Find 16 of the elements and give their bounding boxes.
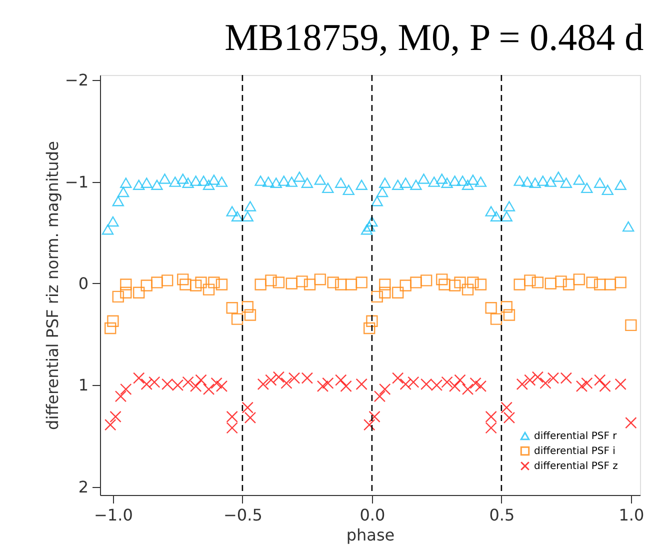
x-tick-label: −1.0 — [94, 506, 133, 524]
x-tick-label: 0.5 — [489, 506, 515, 524]
y-tick-label: −1 — [64, 172, 88, 192]
x-tick-label: −0.5 — [224, 506, 262, 524]
legend-label: differential PSF z — [534, 461, 618, 472]
x-axis-title: phase — [346, 526, 395, 544]
y-axis-title: differential PSF riz norm. magnitude — [42, 141, 62, 430]
y-tick-label: 1 — [78, 376, 88, 395]
x-tick-label: 0.0 — [360, 506, 386, 524]
y-tick-label: 2 — [78, 477, 88, 496]
legend-label: differential PSF r — [534, 431, 618, 442]
legend-label: differential PSF i — [534, 446, 616, 457]
y-tick-label: −2 — [64, 70, 88, 90]
y-tick-label: 0 — [78, 274, 88, 293]
chart-title: MB18759, M0, P = 0.484 d — [224, 17, 644, 60]
x-tick-label: 1.0 — [618, 506, 644, 524]
